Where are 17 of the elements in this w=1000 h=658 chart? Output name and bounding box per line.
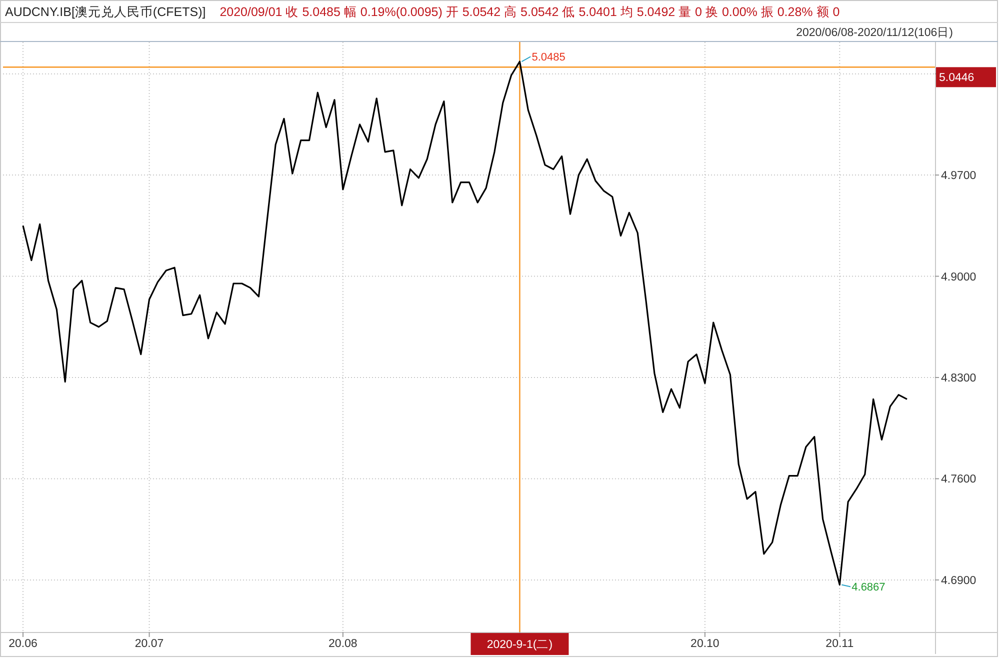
y-tick-label: 4.9000: [941, 271, 976, 284]
x-tick-label: 20.06: [8, 638, 38, 650]
text: 2020/06/08-2020/11/12(106日): [796, 26, 954, 39]
x-tick-label: 2020-9-1(二): [486, 639, 553, 651]
annotation: 5.0485: [532, 52, 566, 64]
y-tick-label: 4.6900: [941, 574, 976, 587]
x-tick-label: 20.10: [690, 638, 720, 650]
x-tick-label: 20.08: [328, 638, 358, 650]
y-tick-label: 4.7600: [941, 474, 976, 486]
chart-title: AUDCNY.IB[澳元兑人民币(CFETS)]: [5, 5, 206, 19]
annotation: 4.6867: [852, 582, 886, 594]
x-tick-label: 20.11: [826, 638, 854, 650]
x-tick-label: 20.07: [134, 638, 164, 650]
y-tick-label: 4.8300: [941, 372, 976, 384]
y-tick-label: 4.9700: [941, 170, 976, 182]
ref-line-label: 5.0446: [939, 72, 974, 84]
chart-subtitle: 2020/09/01 收 5.0485 幅 0.19%(0.0095) 开 5.0542 高 5.0542 低 5.0401 均 5.0492 量 0 换 0.00% 振 0.28% 额 0: [220, 4, 840, 19]
